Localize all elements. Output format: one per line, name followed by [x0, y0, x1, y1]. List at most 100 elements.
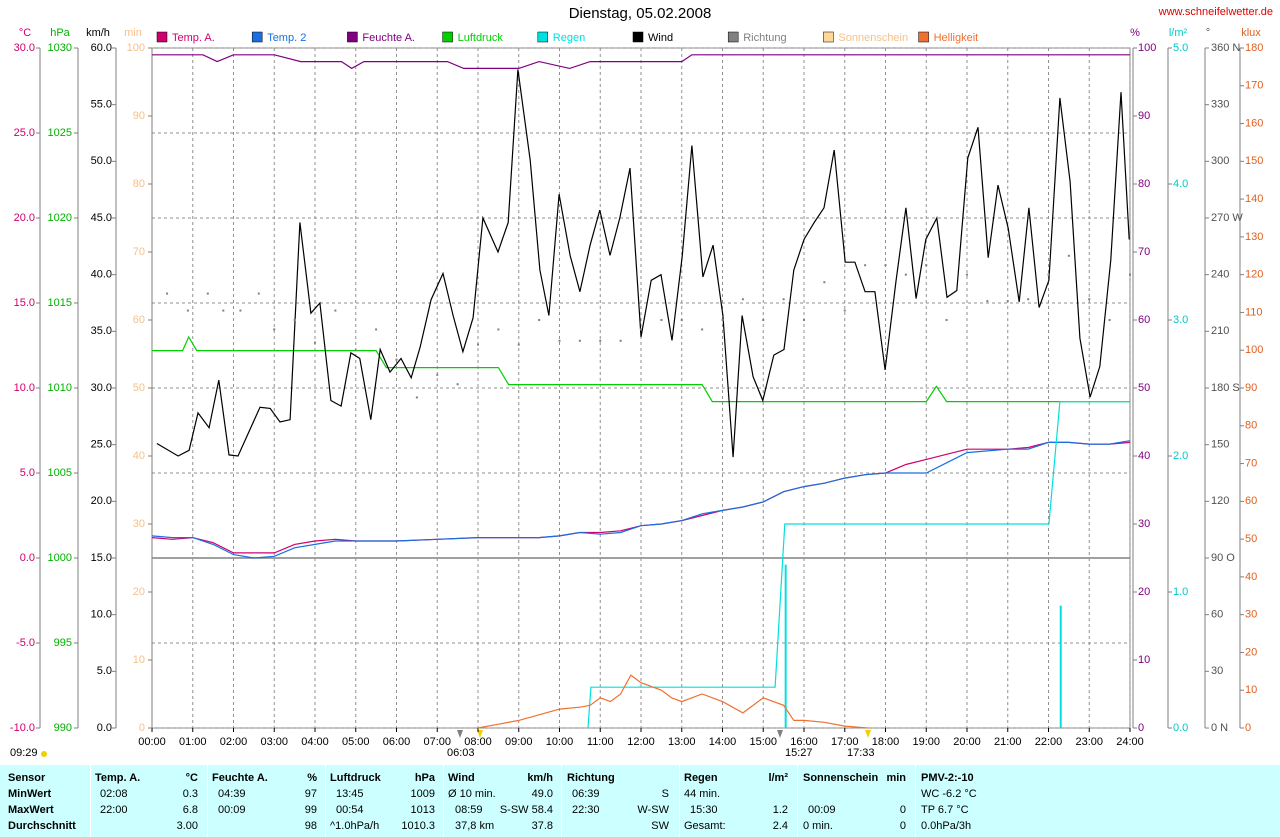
y-tick-label: 60 — [133, 314, 145, 326]
table-cell: % — [307, 772, 317, 784]
table-cell: 37.8 — [531, 820, 553, 832]
direction-dot — [497, 328, 500, 331]
table-cell: 3.00 — [176, 820, 198, 832]
legend-label: Richtung — [743, 32, 786, 44]
x-tick-label: 06:00 — [383, 736, 411, 748]
x-tick-label: 23:00 — [1075, 736, 1103, 748]
table-cell: 06:39 — [572, 788, 600, 800]
y-tick-label: 60 — [1211, 609, 1223, 621]
direction-dot — [477, 343, 479, 346]
y-tick-label: 990 — [54, 722, 72, 734]
direction-dot — [456, 383, 459, 386]
annotation: 09:29 — [10, 747, 38, 759]
table-cell: 1.2 — [772, 804, 788, 816]
y-tick-label: 40 — [133, 450, 145, 462]
separator — [915, 765, 916, 837]
sun-icon — [41, 751, 47, 757]
direction-dot — [680, 319, 683, 321]
table-cell: Luftdruck — [330, 772, 381, 784]
x-tick-label: 19:00 — [912, 736, 940, 748]
table-cell: 0 — [899, 820, 906, 832]
x-tick-label: 21:00 — [994, 736, 1022, 748]
y-tick-label: 150 — [1211, 439, 1229, 451]
x-tick-label: 15:00 — [749, 736, 777, 748]
separator — [325, 765, 326, 837]
direction-dot — [1067, 254, 1070, 257]
y-tick-label: 0.0 — [20, 552, 35, 564]
y-tick-label: 160 — [1245, 117, 1263, 129]
y-tick-label: 40 — [1138, 450, 1150, 462]
summary-table: Sensor Temp. A. °C Feuchte A.% Luftdruck hPa W… — [0, 765, 1280, 837]
y-tick-label: 30 — [1211, 665, 1223, 677]
y-tick-label: 10.0 — [91, 609, 112, 621]
table-cell: 22:00 — [100, 804, 128, 816]
y-tick-label: 20.0 — [91, 495, 112, 507]
direction-dot — [578, 339, 581, 342]
legend-label: Helligkeit — [934, 32, 979, 44]
direction-dot — [166, 292, 169, 295]
direction-dot — [986, 300, 989, 303]
table-cell: 2.4 — [772, 820, 788, 832]
y-tick-label: 15.0 — [14, 297, 35, 309]
y-tick-label: 120 — [1245, 269, 1263, 281]
table-cell: 0.0hPa/3h — [921, 820, 972, 832]
y-tick-label: 1015 — [48, 297, 72, 309]
table-cell: S-SW 58.4 — [499, 804, 553, 816]
y-tick-label: 10 — [133, 654, 145, 666]
direction-dot — [925, 264, 928, 267]
direction-dot — [239, 309, 242, 312]
legend-label: Regen — [553, 32, 585, 44]
table-cell: Sensor — [8, 772, 46, 784]
y-tick-label: 130 — [1245, 231, 1263, 243]
direction-dot — [293, 319, 296, 321]
y-tick-label: 140 — [1245, 193, 1263, 205]
legend-swatch — [251, 31, 263, 43]
direction-dot — [1129, 273, 1131, 276]
direction-dot — [1047, 273, 1050, 276]
y-tick-label: 1005 — [48, 467, 72, 479]
x-tick-label: 04:00 — [301, 736, 329, 748]
x-tick-label: 07:00 — [423, 736, 451, 748]
y-tick-label: 1030 — [48, 42, 72, 54]
table-cell: Feuchte A. — [212, 772, 268, 784]
direction-dot — [1027, 298, 1030, 301]
direction-dot — [966, 273, 968, 276]
table-cell: Temp. A. — [95, 772, 141, 784]
direction-dot — [721, 319, 724, 321]
legend-label: Luftdruck — [458, 32, 504, 44]
table-cell: 02:08 — [100, 788, 128, 800]
y-tick-label: 30 — [1138, 518, 1150, 530]
y-tick-label: 180 S — [1211, 382, 1240, 394]
y-tick-label: 50 — [1245, 533, 1257, 545]
x-tick-label: 17:00 — [831, 736, 859, 748]
y-tick-label: 5.0 — [97, 665, 112, 677]
direction-dot — [884, 264, 887, 267]
direction-dot — [864, 264, 867, 267]
table-cell: 0 min. — [803, 820, 833, 832]
y-tick-label: 1000 — [48, 552, 72, 564]
x-tick-label: 13:00 — [668, 736, 696, 748]
x-tick-label: 12:00 — [627, 736, 655, 748]
y-tick-label: 210 — [1211, 325, 1229, 337]
legend-label: Feuchte A. — [362, 32, 415, 44]
table-cell: S — [661, 788, 669, 800]
x-tick-label: 03:00 — [260, 736, 288, 748]
y-axis-title: km/h — [86, 27, 110, 39]
source: www.schneifelwetter.de — [1158, 6, 1273, 18]
annotation: 17:33 — [847, 747, 875, 759]
y-tick-label: 10.0 — [14, 382, 35, 394]
direction-dot — [640, 328, 642, 331]
y-tick-label: 150 — [1245, 155, 1263, 167]
x-tick-label: 20:00 — [953, 736, 981, 748]
table-cell: Ø 10 min. — [448, 788, 496, 800]
y-tick-label: 35.0 — [91, 325, 112, 337]
table-cell: TP 6.7 °C — [921, 804, 969, 816]
y-tick-label: 110 — [1245, 306, 1263, 318]
y-tick-label: 10 — [1245, 684, 1257, 696]
y-tick-label: 20.0 — [14, 212, 35, 224]
series-line — [587, 401, 1130, 729]
legend-label: Temp. 2 — [267, 32, 306, 44]
y-tick-label: 270 W — [1211, 212, 1243, 224]
y-tick-label: 25.0 — [14, 127, 35, 139]
